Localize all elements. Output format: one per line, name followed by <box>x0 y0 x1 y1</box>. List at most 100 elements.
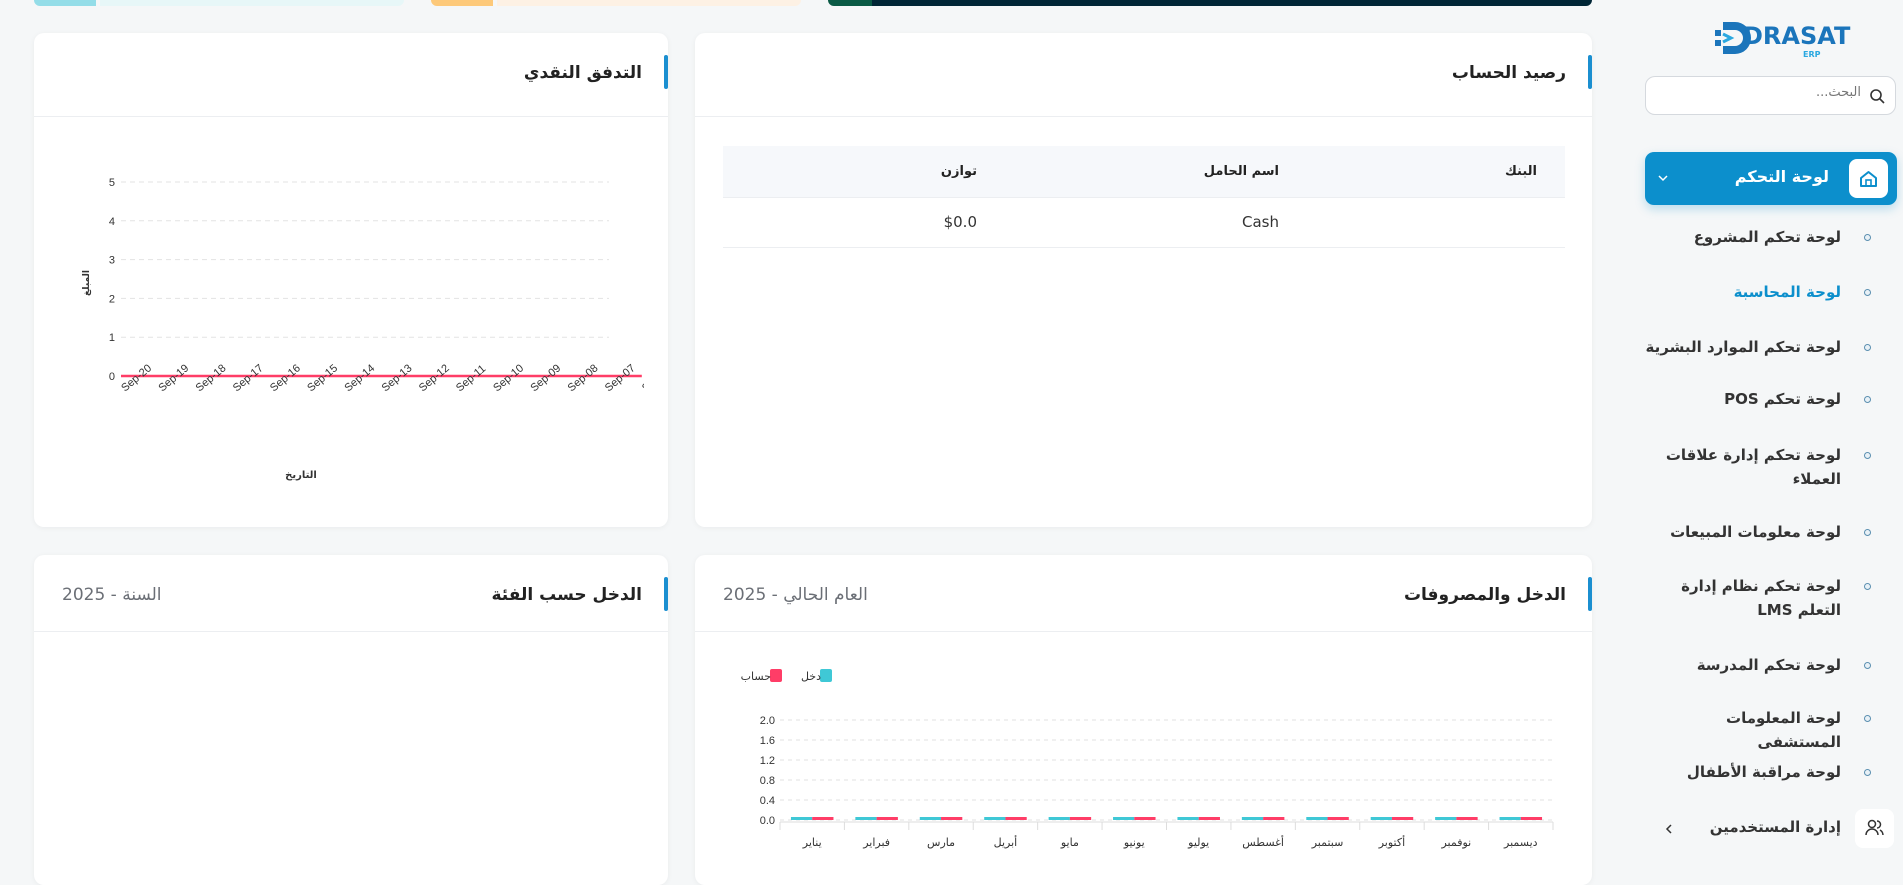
x-tick-label: Sep-11 <box>454 363 488 394</box>
sidebar-item-dashboard[interactable]: لوحة التحكم <box>1645 152 1897 205</box>
sidebar-item-3[interactable]: لوحة تحكم الموارد البشرية <box>1645 338 1841 356</box>
y-tick-label: 1.6 <box>760 735 775 747</box>
cash-flow-card: التدفق النقدي 0 1 2 3 4 5 Sep-20 Sep-19 Sep-18 Se… <box>34 33 668 527</box>
x-tick-label: مارس <box>927 836 955 849</box>
search-box[interactable] <box>1645 76 1896 115</box>
sidebar-item-7[interactable]: لوحة تحكم نظام إدارة التعلم LMS <box>1681 577 1841 619</box>
sidebar-item-10[interactable]: لوحة مراقبة الأطفال <box>1686 763 1841 781</box>
sidebar-item-users[interactable]: إدارة المستخدمين <box>1630 808 1903 850</box>
title-accent <box>664 577 668 611</box>
sidebar-item-4[interactable]: لوحة تحكم POS <box>1724 390 1841 408</box>
chevron-left-icon[interactable] <box>1664 823 1674 835</box>
column-header-bank: البنك <box>1504 164 1537 179</box>
bar <box>1263 817 1285 820</box>
card-subtitle: السنة - 2025 <box>62 585 162 605</box>
account-balance-table: البنك اسم الحامل توازن Cash $0.0 <box>723 146 1565 248</box>
y-tick-label: 0 <box>109 371 115 383</box>
bar <box>1435 817 1457 820</box>
x-tick-label: Sep-09 <box>528 362 563 394</box>
sidebar-item-6[interactable]: لوحة معلومات المبيعات <box>1670 523 1841 541</box>
stat-card-1 <box>34 0 404 6</box>
bar <box>1241 817 1264 820</box>
x-tick-label: يونيو <box>1123 836 1145 849</box>
bullet-icon <box>1864 662 1871 669</box>
legend-swatch <box>820 669 832 682</box>
bullet-icon <box>1864 396 1871 403</box>
y-tick-label: 5 <box>109 177 115 189</box>
x-axis-label: التاريخ <box>285 470 317 481</box>
sidebar-item-2[interactable]: لوحة المحاسبة <box>1733 283 1841 301</box>
bar <box>1327 817 1349 820</box>
sidebar-item-label: لوحة التحكم <box>1734 167 1829 186</box>
stat-card-accent <box>34 0 96 6</box>
cell-balance: $0.0 <box>943 213 977 231</box>
y-tick-label: 2.0 <box>760 715 775 727</box>
y-tick-label: 1.2 <box>760 755 775 767</box>
bar <box>1370 817 1392 820</box>
x-tick-label: Sep-17 <box>231 362 266 394</box>
bar <box>1177 817 1199 820</box>
income-by-category-card: الدخل حسب الفئة السنة - 2025 <box>34 555 668 885</box>
card-header: التدفق النقدي <box>34 33 668 117</box>
bar <box>984 817 1006 820</box>
sidebar-item-9[interactable]: لوحة المعلومات المستشفى <box>1726 709 1841 751</box>
search-icon <box>1870 89 1885 104</box>
bar <box>1499 817 1521 820</box>
title-accent <box>1588 577 1592 611</box>
bar <box>1134 817 1156 820</box>
account-balance-card: رصيد الحساب البنك اسم الحامل توازن Cash … <box>695 33 1592 527</box>
y-tick-label: 1 <box>109 332 115 344</box>
card-header: رصيد الحساب <box>695 33 1592 117</box>
chevron-down-icon[interactable] <box>1657 173 1669 183</box>
bar <box>1520 817 1543 820</box>
sidebar-item-8[interactable]: لوحة تحكم المدرسة <box>1696 656 1841 674</box>
sidebar-item-5[interactable]: لوحة تحكم إدارة علاقات العملاء <box>1665 446 1841 488</box>
title-accent <box>664 55 668 89</box>
stat-card-accent <box>431 0 493 6</box>
stat-card-body <box>872 0 1592 6</box>
card-title: رصيد الحساب <box>1451 63 1566 83</box>
bar <box>812 817 834 820</box>
card-title: الدخل حسب الفئة <box>491 585 642 605</box>
x-tick-label: مايو <box>1060 836 1079 849</box>
bullet-icon <box>1864 452 1871 459</box>
card-header: الدخل والمصروفات العام الحالي - 2025 <box>695 555 1592 632</box>
bullet-icon <box>1864 289 1871 296</box>
x-tick-label: يوليو <box>1187 836 1209 849</box>
x-tick-label: نوفمبر <box>1440 836 1471 849</box>
x-tick-label: فبراير <box>862 836 890 849</box>
sidebar-item-1[interactable]: لوحة تحكم المشروع <box>1693 228 1841 246</box>
y-tick-label: 2 <box>109 293 115 305</box>
bar <box>919 817 942 820</box>
income-expense-card: الدخل والمصروفات العام الحالي - 2025 0.0… <box>695 555 1592 885</box>
y-tick-label: 0.8 <box>760 775 775 787</box>
bar <box>1069 817 1092 820</box>
bullet-icon <box>1864 583 1871 590</box>
y-tick-label: 0.0 <box>760 815 775 827</box>
bullet-icon <box>1864 344 1871 351</box>
sidebar: DRASAT ERP لوحة التحكم لوحة تحكم المشروع… <box>1630 0 1903 865</box>
legend-swatch <box>770 669 782 682</box>
card-subtitle: العام الحالي - 2025 <box>723 585 868 605</box>
bullet-icon <box>1864 769 1871 776</box>
x-tick-label: ديسمبر <box>1503 836 1538 849</box>
bar <box>1198 817 1220 820</box>
y-axis-label: المبلغ <box>82 270 92 296</box>
x-tick-label: Sep-15 <box>305 362 340 394</box>
x-tick-label: Sep-20 <box>119 362 154 394</box>
bullet-icon <box>1864 529 1871 536</box>
income-expense-chart: 0.0 0.4 0.8 1.2 1.6 2.0 يناير فبراير مارس أبريل ما… <box>741 669 1554 849</box>
cell-holder: Cash <box>1242 213 1279 231</box>
x-tick-label: أبريل <box>994 835 1018 849</box>
search-input[interactable] <box>1656 85 1861 100</box>
bar <box>1456 817 1478 820</box>
bar <box>855 817 877 820</box>
card-title: الدخل والمصروفات <box>1403 585 1566 605</box>
x-tick-label: Sep-16 <box>268 362 303 394</box>
logo-mark <box>1715 22 1751 54</box>
card-title: التدفق النقدي <box>523 63 642 83</box>
x-tick-label: أكتوبر <box>1378 835 1405 849</box>
stat-card-body <box>497 0 801 6</box>
table-header: البنك اسم الحامل توازن <box>723 146 1565 198</box>
y-tick-label: 0.4 <box>760 795 775 807</box>
